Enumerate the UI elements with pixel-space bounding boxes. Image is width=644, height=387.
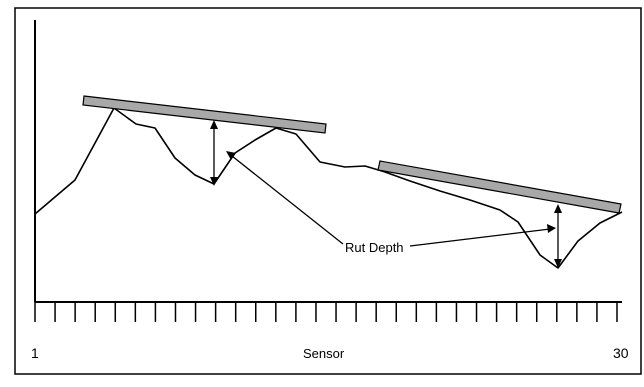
rut-depth-arrow-right (554, 204, 562, 268)
x-axis-start-label: 1 (31, 345, 39, 361)
straightedge-bar-right (377, 160, 622, 214)
leader-arrow-left (226, 151, 344, 245)
leader-arrow-right (409, 224, 556, 247)
rut-depth-label: Rut Depth (345, 240, 404, 255)
x-axis-end-label: 30 (613, 345, 629, 361)
x-axis-title: Sensor (303, 346, 345, 361)
straightedge-bar-left (82, 95, 327, 134)
transverse-profile-line (34, 107, 623, 269)
diagram-border (14, 7, 642, 375)
x-axis-ticks (34, 302, 618, 322)
rut-depth-arrow-left (210, 120, 218, 186)
